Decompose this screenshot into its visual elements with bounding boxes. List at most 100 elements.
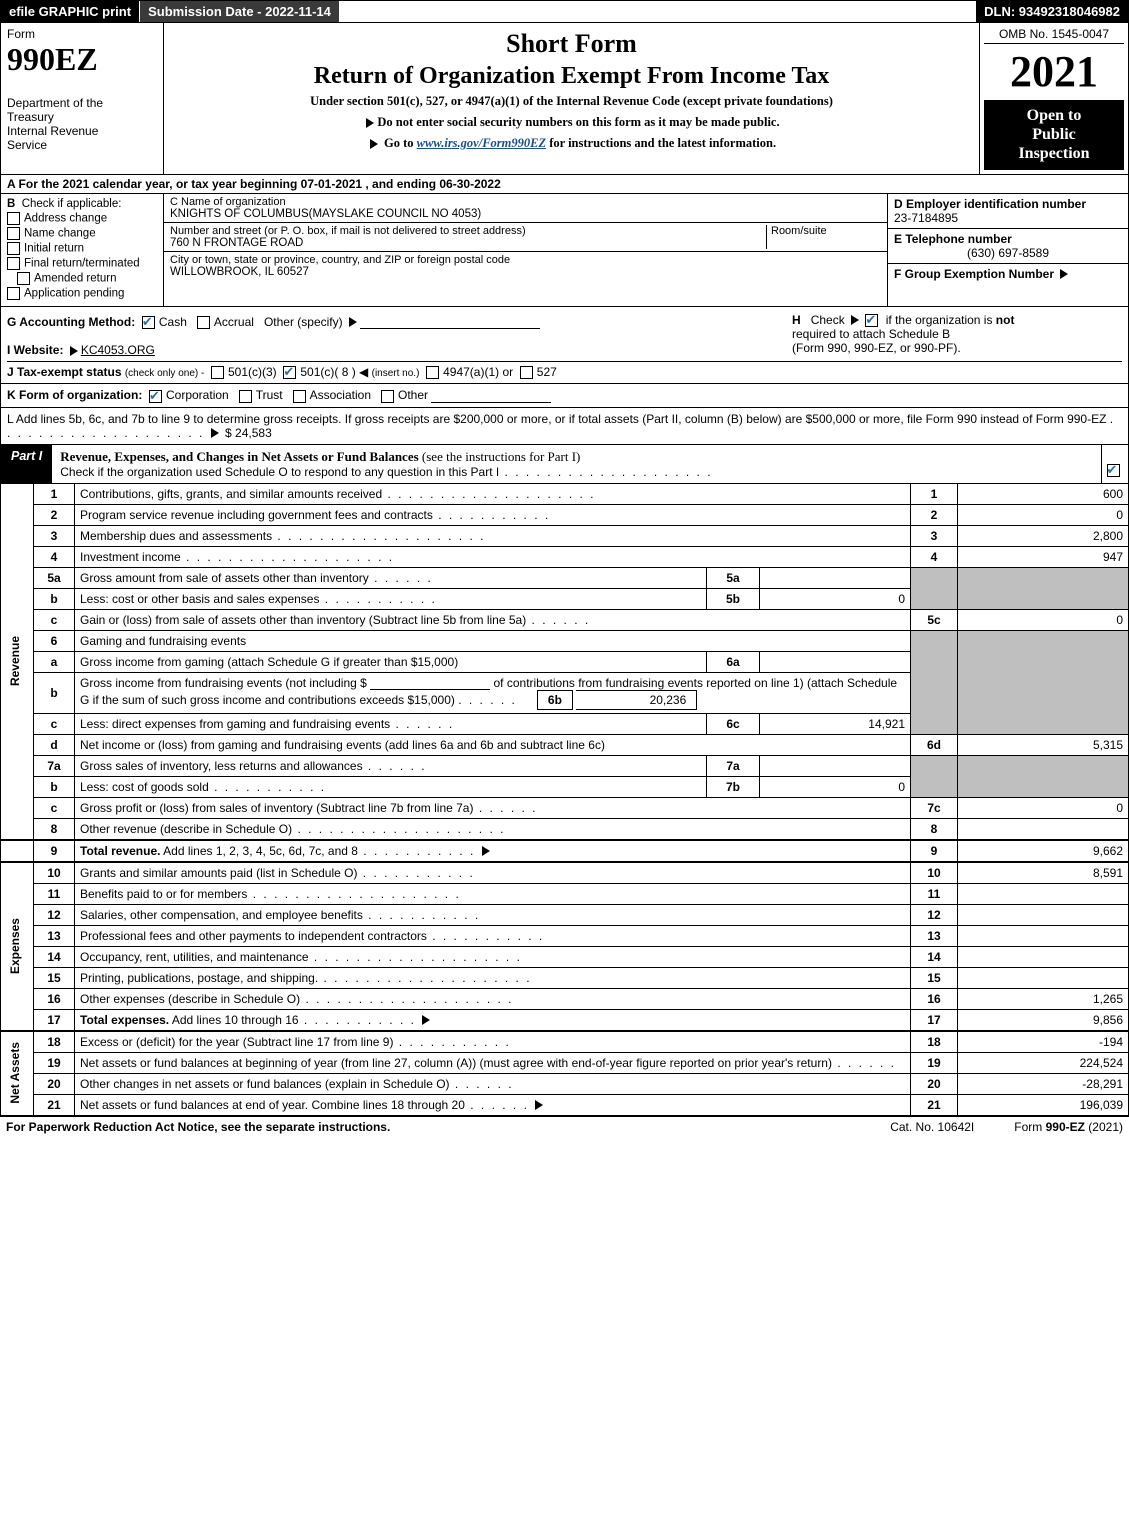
cash-label: Cash [159,315,187,329]
line-15: 15 Printing, publications, postage, and … [1,967,1129,988]
room-label: Room/suite [771,225,881,237]
line-11: 11 Benefits paid to or for members 11 [1,883,1129,904]
line-k: K Form of organization: Corporation Trus… [0,384,1129,407]
spacer [1,840,34,862]
line-box: 20 [911,1073,958,1094]
dots [450,1077,514,1091]
header-left: Form 990EZ Department of theTreasuryInte… [1,23,164,174]
line-desc: Gain or (loss) from sale of assets other… [80,613,526,627]
footer-form-num: 990-EZ [1046,1120,1085,1134]
line-num: b [34,588,75,609]
final-return-checkbox[interactable] [7,257,20,270]
dots [499,465,712,479]
line-box: 6d [911,734,958,755]
footer-cat-no: Cat. No. 10642I [890,1120,974,1134]
other-org-blank[interactable] [431,390,551,403]
line-amount: 1,265 [958,988,1129,1009]
org-name: KNIGHTS OF COLUMBUS(MAYSLAKE COUNCIL NO … [170,208,881,220]
website-value[interactable]: KC4053.ORG [81,343,155,357]
4947-checkbox[interactable] [426,366,439,379]
trust-checkbox[interactable] [239,390,252,403]
top-bar: efile GRAPHIC print Submission Date - 20… [0,0,1129,23]
name-change-label: Name change [24,227,96,239]
dots [390,717,454,731]
initial-return-checkbox[interactable] [7,242,20,255]
line-num: c [34,797,75,818]
line-14: 14 Occupancy, rent, utilities, and maint… [1,946,1129,967]
line-box: 19 [911,1052,958,1073]
line-18: Net Assets 18 Excess or (deficit) for th… [1,1031,1129,1053]
grey-cell [958,567,1129,609]
footer-left: For Paperwork Reduction Act Notice, see … [6,1120,390,1134]
footer-form-year: (2021) [1085,1120,1123,1134]
dots [458,693,517,707]
corporation-checkbox[interactable] [149,390,162,403]
line-num: 10 [34,862,75,884]
line-desc: Membership dues and assessments [80,529,272,543]
dots [299,1013,416,1027]
line-7a: 7a Gross sales of inventory, less return… [1,755,1129,776]
501c-label: 501(c)( 8 ) [300,365,355,379]
contributions-blank[interactable] [370,677,490,690]
grey-cell [958,630,1129,734]
dots [427,929,544,943]
form-number: 990EZ [7,41,157,78]
triangle-icon [70,346,78,356]
sub-amount: 20,236 [576,690,697,710]
line-desc: Less: cost or other basis and sales expe… [80,592,319,606]
part-1-header: Part I Revenue, Expenses, and Changes in… [0,445,1129,484]
other-org-checkbox[interactable] [381,390,394,403]
application-pending-checkbox[interactable] [7,287,20,300]
g-h-i-j-block: G Accounting Method: Cash Accrual Other … [0,307,1129,385]
dots [433,508,550,522]
line-6d: d Net income or (loss) from gaming and f… [1,734,1129,755]
line-h: H Check if the organization is not requi… [792,313,1122,355]
line-amount [958,967,1129,988]
line-box: 9 [911,840,958,862]
sub-amount [760,567,911,588]
line-amount [958,904,1129,925]
other-specify-blank[interactable] [360,316,540,329]
submission-date: Submission Date - 2022-11-14 [139,1,339,22]
schedule-o-checkbox[interactable] [1107,464,1120,477]
line-desc: Benefits paid to or for members [80,887,247,901]
tax-year: 2021 [984,50,1124,94]
association-checkbox[interactable] [293,390,306,403]
527-checkbox[interactable] [520,366,533,379]
line-num: 4 [34,546,75,567]
line-amount: 2,800 [958,525,1129,546]
sub-box: 7b [707,776,760,797]
name-change-checkbox[interactable] [7,227,20,240]
501c-checkbox[interactable] [283,366,296,379]
irs-form-link[interactable]: www.irs.gov/Form990EZ [417,136,546,150]
dots [319,592,436,606]
line-box: 3 [911,525,958,546]
line-amount: 0 [958,504,1129,525]
g-label: G Accounting Method: [7,315,135,329]
dots [300,992,513,1006]
line-desc: Gaming and fundraising events [75,630,911,651]
line-amount: 9,662 [958,840,1129,862]
line-amount [958,883,1129,904]
identification-block: B Check if applicable: Address change Na… [0,194,1129,307]
line-2: 2 Program service revenue including gove… [1,504,1129,525]
accrual-checkbox[interactable] [197,316,210,329]
badge-l2: Public [1032,126,1076,143]
address-change-checkbox[interactable] [7,212,20,225]
schedule-b-not-required-checkbox[interactable] [865,314,878,327]
line-desc: Other changes in net assets or fund bala… [80,1077,450,1091]
col-de-identifiers: D Employer identification number 23-7184… [887,194,1128,306]
line-num: a [34,651,75,672]
grey-cell [911,567,958,609]
ein-value: 23-7184895 [894,211,958,225]
dots [382,487,595,501]
line-3: 3 Membership dues and assessments 3 2,80… [1,525,1129,546]
amended-return-label: Amended return [34,272,116,284]
cash-checkbox[interactable] [142,316,155,329]
501c3-checkbox[interactable] [211,366,224,379]
line-desc: Grants and similar amounts paid (list in… [80,866,357,880]
h-not: not [996,313,1015,327]
accrual-label: Accrual [214,315,254,329]
amended-return-checkbox[interactable] [17,272,30,285]
line-amount: 224,524 [958,1052,1129,1073]
